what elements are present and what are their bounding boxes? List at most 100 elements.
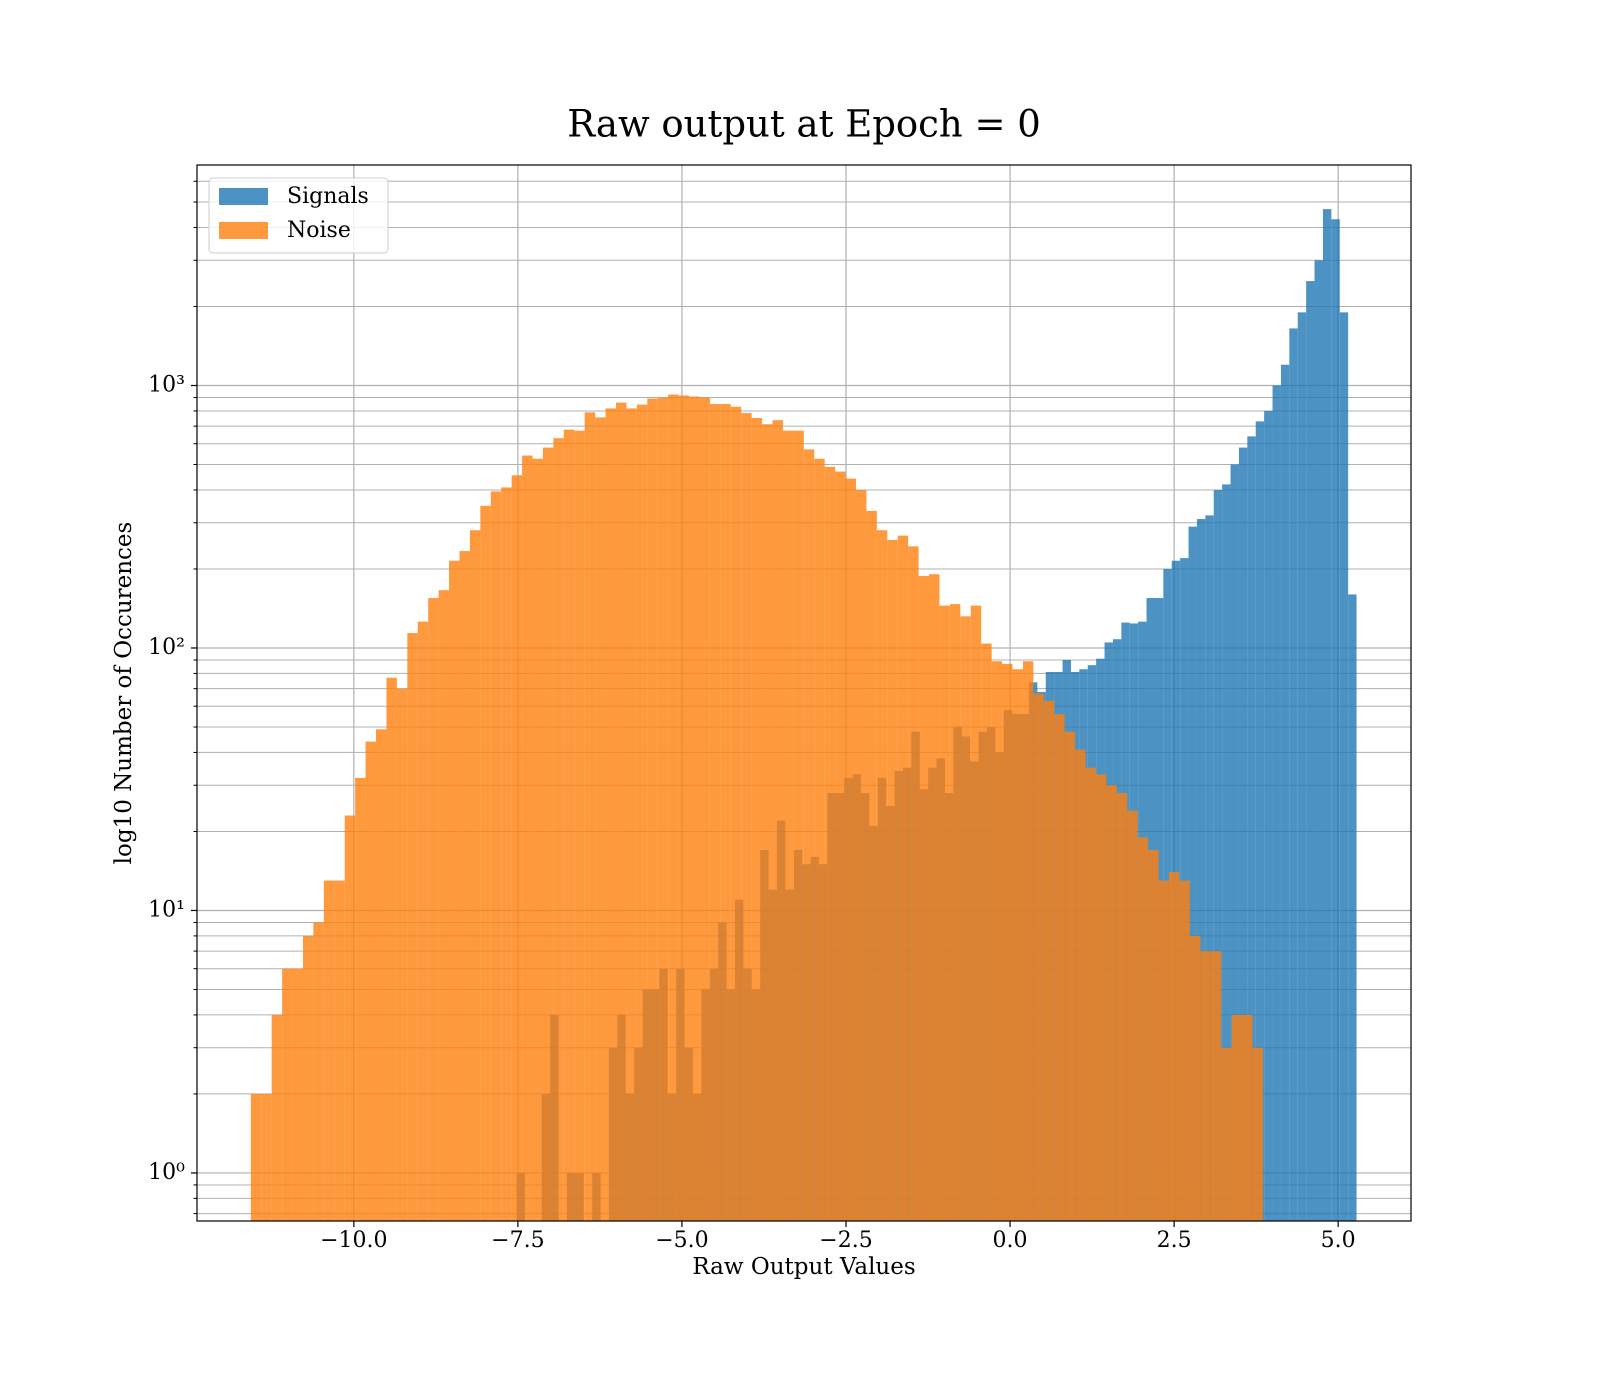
histogram-bar xyxy=(1264,410,1273,1221)
histogram-bar xyxy=(344,815,356,1221)
histogram-bar xyxy=(355,777,366,1221)
histogram-bar xyxy=(1106,785,1117,1221)
histogram-bar xyxy=(1252,1047,1263,1221)
histogram-bar xyxy=(511,475,523,1221)
histogram-bar xyxy=(459,551,470,1221)
histogram-bar xyxy=(365,741,377,1221)
legend-label: Signals xyxy=(287,184,369,209)
histogram-bar xyxy=(678,395,690,1221)
histogram-bar xyxy=(668,394,679,1221)
histogram-bar xyxy=(1116,793,1128,1221)
histogram-bar xyxy=(626,408,637,1221)
histogram-bar xyxy=(814,458,825,1221)
histogram-bar xyxy=(970,605,982,1221)
histogram-bar xyxy=(782,430,794,1221)
histogram-bar xyxy=(386,677,397,1221)
x-tick-label: −10.0 xyxy=(320,1228,387,1253)
histogram-bar xyxy=(1255,421,1265,1221)
histogram-bar xyxy=(929,574,940,1221)
histogram-bar xyxy=(741,413,752,1221)
histogram-bar xyxy=(261,1093,272,1221)
histogram-bar xyxy=(689,396,700,1221)
histogram-bar xyxy=(1348,594,1357,1221)
histogram-bar xyxy=(501,487,512,1221)
y-tick-label: 10³ xyxy=(148,373,185,398)
histogram-bar xyxy=(407,633,418,1221)
histogram-bar xyxy=(1314,260,1323,1221)
histogram-bar xyxy=(897,535,909,1221)
histogram-bar xyxy=(615,402,627,1221)
axes: −10.0 −7.5 −5.0 −2.5 0.0 2.5 5.0 10⁰ 10¹ 10² 10³ xyxy=(148,164,1412,1253)
histogram-bar xyxy=(396,688,408,1221)
histogram-bar xyxy=(991,661,1003,1221)
histogram-bar xyxy=(1095,774,1107,1221)
histogram-bar xyxy=(845,478,856,1221)
histogram-bar xyxy=(1168,872,1180,1221)
histogram-bar xyxy=(1306,281,1315,1221)
y-axis-label: log10 Number of Occurences xyxy=(111,522,137,865)
histogram-bar xyxy=(428,598,439,1221)
histogram-bar xyxy=(949,604,961,1221)
chart-title: Raw output at Epoch = 0 xyxy=(567,103,1041,146)
histogram-bar xyxy=(563,429,575,1221)
histogram-bar xyxy=(1189,935,1201,1221)
plot-frame xyxy=(196,164,1412,1222)
histogram-bar xyxy=(772,420,783,1221)
histogram-bar xyxy=(1297,312,1307,1221)
histogram-bar xyxy=(1280,364,1290,1221)
histogram-bar xyxy=(876,530,888,1221)
histogram-bar xyxy=(271,1014,283,1221)
histogram-bar xyxy=(939,605,950,1221)
histogram-bar xyxy=(522,455,533,1221)
histogram-bar xyxy=(574,430,585,1221)
x-tick-label: 0.0 xyxy=(993,1228,1028,1253)
x-tick-label: −7.5 xyxy=(491,1228,544,1253)
histogram-bar xyxy=(866,510,877,1221)
histogram-bar xyxy=(469,530,481,1221)
histogram-bar xyxy=(334,880,345,1221)
bars xyxy=(250,209,1357,1222)
histogram-bar xyxy=(292,968,303,1221)
histogram-bar xyxy=(1002,663,1013,1221)
histogram-bar xyxy=(1289,328,1298,1221)
histogram-bar xyxy=(793,430,804,1221)
histogram-bar xyxy=(1064,731,1076,1221)
histogram-bar xyxy=(960,616,971,1221)
x-tick-label: −5.0 xyxy=(655,1228,708,1253)
histogram-bar xyxy=(1210,951,1222,1221)
legend: Signals Noise xyxy=(208,177,389,254)
histogram-bar xyxy=(1158,880,1169,1221)
histogram-bar xyxy=(1196,519,1206,1221)
histogram-bar xyxy=(584,412,596,1221)
histogram-bar xyxy=(417,621,429,1221)
x-tick-label: 5.0 xyxy=(1321,1228,1356,1253)
histogram-bar xyxy=(1238,447,1248,1221)
histogram-bar xyxy=(1054,714,1065,1221)
legend-swatch xyxy=(219,222,268,239)
histogram-bar xyxy=(1033,693,1044,1221)
histogram-bar xyxy=(323,880,335,1221)
histogram-bar xyxy=(1230,464,1239,1221)
legend-label: Noise xyxy=(287,218,351,243)
histogram-bar xyxy=(824,466,836,1221)
histogram-bar xyxy=(751,417,763,1221)
histogram-bar xyxy=(1322,209,1332,1221)
histogram-bar xyxy=(1221,1047,1232,1221)
histogram-bar xyxy=(835,471,846,1221)
histogram-bar xyxy=(1231,1014,1243,1221)
histogram-bar xyxy=(1127,810,1138,1221)
histogram-bar xyxy=(1205,515,1214,1221)
histogram-bar xyxy=(532,458,543,1221)
y-tick-label: 10⁰ xyxy=(148,1160,185,1185)
legend-swatch xyxy=(219,188,268,205)
histogram-bar xyxy=(730,406,742,1221)
histogram-bar xyxy=(605,408,616,1221)
histogram-bar xyxy=(1043,700,1055,1221)
histogram-bar xyxy=(1179,880,1190,1221)
histogram-bar xyxy=(1247,436,1256,1221)
histogram-bar xyxy=(438,590,450,1221)
histogram-bar xyxy=(1085,767,1096,1221)
histogram-bar xyxy=(1022,661,1034,1221)
histogram-bar xyxy=(282,968,293,1221)
histogram-bar xyxy=(636,404,648,1221)
